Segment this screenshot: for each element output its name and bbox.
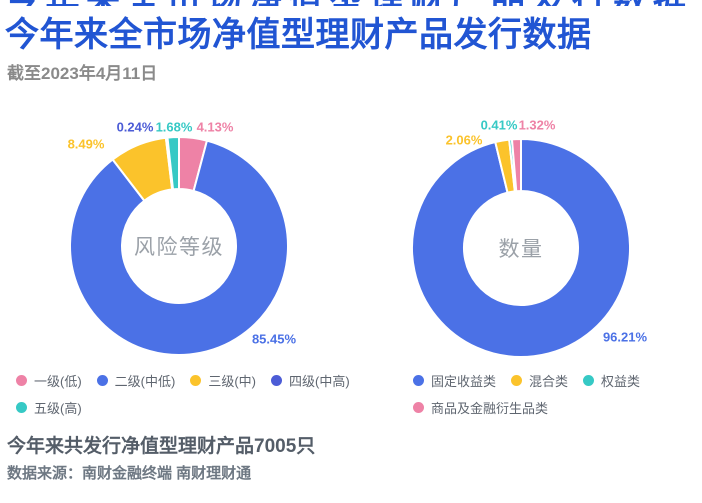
subtitle-date: 截至2023年4月11日 — [7, 64, 158, 83]
pie-segment[interactable] — [510, 137, 522, 193]
pie-segment[interactable] — [69, 139, 289, 356]
legend-item-label: 商品及金融衍生品类 — [431, 400, 549, 416]
summary-text: 今年来共发行净值型理财产品7005只 — [7, 436, 316, 457]
percent-label: 85.45% — [251, 331, 297, 347]
legend-item-label: 混合类 — [529, 373, 569, 389]
legend-item-label: 固定收益类 — [431, 373, 497, 389]
percent-label: 2.06% — [445, 132, 483, 148]
legend-row: 商品及金融衍生品类 — [413, 398, 640, 416]
legend-row: 五级(高) — [16, 398, 350, 416]
clipped-text-remnant: 今年来全市场净值型理财产品发行数据 — [5, 0, 699, 6]
percent-label: 1.68% — [155, 119, 193, 135]
legend-dot-icon — [413, 374, 424, 386]
legend-dot-icon — [190, 374, 202, 386]
data-source: 数据来源：南财金融终端 南财理财通 — [7, 465, 252, 482]
legend-item[interactable]: 混合类 — [511, 371, 568, 390]
legend-item[interactable]: 二级(中低) — [96, 371, 176, 390]
legend-quantity: 固定收益类 混合类 权益类商品及金融衍生品类 — [413, 371, 640, 425]
percent-label: 4.13% — [196, 119, 234, 135]
legend-item[interactable]: 五级(高) — [16, 398, 82, 417]
donut-center-label-risk: 风险等级 — [134, 236, 224, 259]
percent-label: 8.49% — [67, 136, 105, 152]
legend-item[interactable]: 权益类 — [583, 371, 640, 390]
legend-dot-icon — [271, 374, 283, 386]
percent-label: 96.21% — [602, 329, 648, 345]
legend-item-label: 三级(中) — [208, 373, 257, 389]
legend-dot-icon — [16, 401, 27, 413]
pie-segment[interactable] — [411, 137, 631, 358]
legend-item-label: 四级(中高) — [289, 373, 350, 389]
legend-item[interactable]: 一级(低) — [16, 371, 82, 390]
legend-dot-icon — [583, 374, 595, 386]
percent-label: 1.32% — [518, 117, 556, 133]
donut-center-label-quantity: 数量 — [498, 238, 544, 261]
page-title: 今年来全市场净值型理财产品发行数据 — [5, 16, 592, 54]
legend-item[interactable]: 商品及金融衍生品类 — [413, 398, 548, 417]
legend-item-label: 五级(高) — [34, 400, 82, 416]
legend-risk-level: 一级(低) 二级(中低) 三级(中) 四级(中高) 五级(高) — [16, 371, 350, 425]
clipped-text-glyphs: 今年来全市场净值型理财产品发行数据 — [5, 0, 699, 6]
legend-item[interactable]: 四级(中高) — [271, 371, 350, 390]
legend-dot-icon — [96, 374, 108, 386]
pie-segment[interactable] — [166, 135, 180, 191]
legend-row: 一级(低) 二级(中低) 三级(中) 四级(中高) — [16, 371, 350, 389]
legend-item-label: 权益类 — [601, 373, 641, 389]
percent-label: 0.41% — [480, 117, 518, 133]
legend-item-label: 二级(中低) — [114, 373, 176, 389]
percent-label: 0.24% — [116, 119, 154, 135]
legend-dot-icon — [511, 374, 523, 386]
legend-dot-icon — [16, 374, 27, 386]
legend-item[interactable]: 三级(中) — [190, 371, 256, 390]
legend-dot-icon — [413, 401, 424, 413]
legend-item[interactable]: 固定收益类 — [413, 371, 496, 390]
legend-row: 固定收益类 混合类 权益类 — [413, 371, 640, 389]
legend-item-label: 一级(低) — [34, 373, 82, 389]
